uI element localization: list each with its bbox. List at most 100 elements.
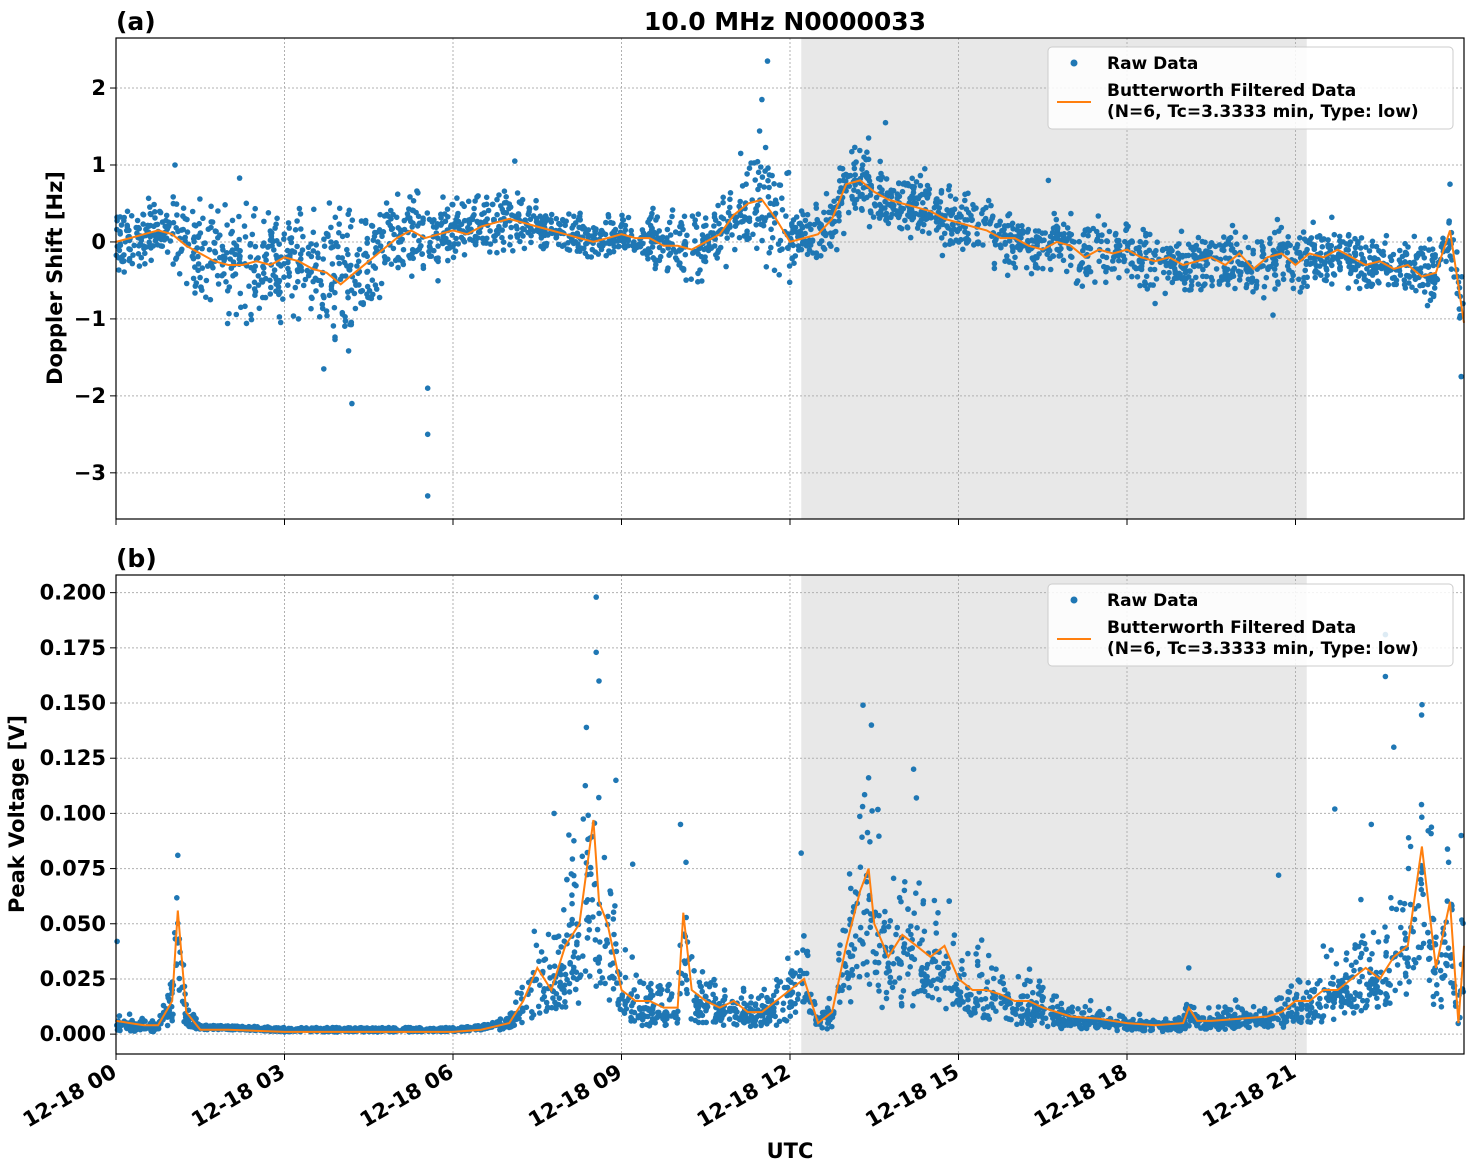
raw-data-point bbox=[147, 210, 154, 217]
raw-data-point bbox=[195, 261, 202, 267]
raw-data-point bbox=[935, 219, 942, 225]
panel-a-ylabel: Doppler Shift [Hz] bbox=[43, 171, 67, 385]
raw-data-point bbox=[1391, 274, 1398, 281]
raw-data-point bbox=[1284, 249, 1291, 256]
raw-data-point bbox=[255, 282, 262, 288]
raw-data-point bbox=[894, 924, 901, 931]
raw-data-point bbox=[379, 233, 385, 240]
raw-data-point bbox=[864, 829, 871, 836]
raw-data-point bbox=[192, 283, 199, 289]
raw-data-point bbox=[792, 1009, 799, 1015]
raw-data-point bbox=[1317, 995, 1323, 1002]
raw-data-point bbox=[1350, 1010, 1357, 1016]
raw-data-point bbox=[500, 247, 507, 253]
raw-data-point bbox=[946, 985, 953, 992]
raw-data-point bbox=[708, 980, 714, 986]
raw-data-point bbox=[390, 211, 396, 218]
raw-data-point bbox=[1301, 274, 1307, 281]
raw-data-point bbox=[965, 996, 971, 1003]
raw-data-point bbox=[1189, 278, 1195, 284]
raw-data-point bbox=[1330, 974, 1336, 981]
raw-data-point bbox=[143, 244, 149, 250]
raw-data-point bbox=[1364, 266, 1370, 272]
raw-data-point bbox=[1418, 801, 1425, 808]
raw-data-point bbox=[907, 964, 913, 970]
raw-data-point bbox=[227, 256, 233, 262]
raw-data-point bbox=[1443, 258, 1449, 265]
raw-data-point bbox=[1428, 824, 1435, 830]
raw-data-point bbox=[134, 217, 141, 224]
raw-data-point bbox=[1244, 281, 1250, 288]
raw-data-point bbox=[1054, 226, 1061, 232]
raw-data-point bbox=[1386, 967, 1392, 974]
raw-data-point bbox=[1304, 283, 1310, 290]
raw-data-point bbox=[1085, 232, 1091, 239]
raw-data-point bbox=[1231, 265, 1238, 272]
raw-data-point bbox=[582, 230, 589, 236]
raw-data-point bbox=[831, 198, 837, 204]
raw-data-point bbox=[1437, 967, 1444, 974]
raw-data-point bbox=[867, 839, 873, 845]
raw-data-point bbox=[142, 250, 148, 257]
raw-data-point bbox=[1446, 220, 1452, 226]
raw-data-point bbox=[1444, 846, 1451, 852]
raw-data-point bbox=[893, 931, 899, 938]
raw-data-point bbox=[461, 203, 468, 210]
raw-data-point bbox=[1300, 995, 1307, 1002]
raw-data-point bbox=[780, 1000, 787, 1007]
raw-data-point bbox=[1364, 283, 1370, 290]
raw-data-point bbox=[945, 186, 952, 193]
raw-data-point bbox=[536, 958, 542, 965]
raw-data-point bbox=[780, 1007, 786, 1013]
raw-data-point bbox=[1044, 1023, 1051, 1030]
raw-data-point bbox=[1440, 235, 1446, 242]
raw-data-point bbox=[914, 925, 920, 931]
raw-data-point bbox=[1202, 281, 1208, 287]
raw-data-point bbox=[773, 976, 780, 983]
raw-data-point bbox=[599, 975, 606, 981]
raw-data-point bbox=[766, 250, 772, 256]
raw-data-point bbox=[140, 212, 147, 218]
raw-data-point bbox=[1096, 258, 1102, 265]
raw-data-point bbox=[1143, 273, 1150, 280]
raw-data-point bbox=[175, 228, 181, 235]
raw-data-point bbox=[540, 245, 547, 252]
raw-data-point bbox=[566, 922, 573, 928]
raw-data-point bbox=[991, 260, 998, 267]
raw-data-point bbox=[374, 247, 380, 254]
raw-data-point bbox=[159, 243, 166, 249]
raw-data-point bbox=[1087, 245, 1094, 252]
raw-data-point bbox=[703, 993, 709, 1000]
raw-data-point bbox=[1063, 268, 1070, 275]
raw-data-point bbox=[980, 242, 986, 248]
raw-data-point bbox=[942, 242, 948, 248]
raw-data-point bbox=[861, 791, 868, 798]
raw-data-point bbox=[491, 216, 498, 223]
raw-data-point bbox=[339, 255, 346, 261]
raw-data-point bbox=[252, 292, 258, 299]
raw-data-point bbox=[592, 227, 599, 234]
raw-data-point bbox=[435, 235, 441, 241]
raw-data-point bbox=[276, 291, 282, 298]
raw-data-point bbox=[117, 231, 123, 237]
raw-data-point bbox=[653, 217, 659, 223]
raw-data-point bbox=[1393, 280, 1399, 287]
raw-data-point bbox=[840, 982, 847, 989]
raw-data-point bbox=[1415, 903, 1422, 909]
raw-data-point bbox=[790, 973, 796, 979]
raw-data-point bbox=[278, 263, 284, 269]
raw-data-point bbox=[195, 253, 201, 260]
raw-data-point bbox=[344, 232, 351, 239]
raw-data-point bbox=[1225, 240, 1232, 246]
raw-data-point bbox=[449, 232, 456, 238]
raw-data-point bbox=[480, 240, 487, 246]
raw-data-point bbox=[1051, 1019, 1057, 1026]
raw-data-point bbox=[348, 321, 355, 328]
raw-data-point bbox=[513, 223, 519, 229]
raw-data-point bbox=[1068, 231, 1075, 238]
raw-data-point bbox=[276, 314, 283, 320]
raw-data-point bbox=[695, 270, 701, 277]
raw-data-point bbox=[606, 997, 613, 1003]
raw-data-point bbox=[1418, 712, 1425, 718]
raw-data-point bbox=[1362, 1004, 1369, 1011]
